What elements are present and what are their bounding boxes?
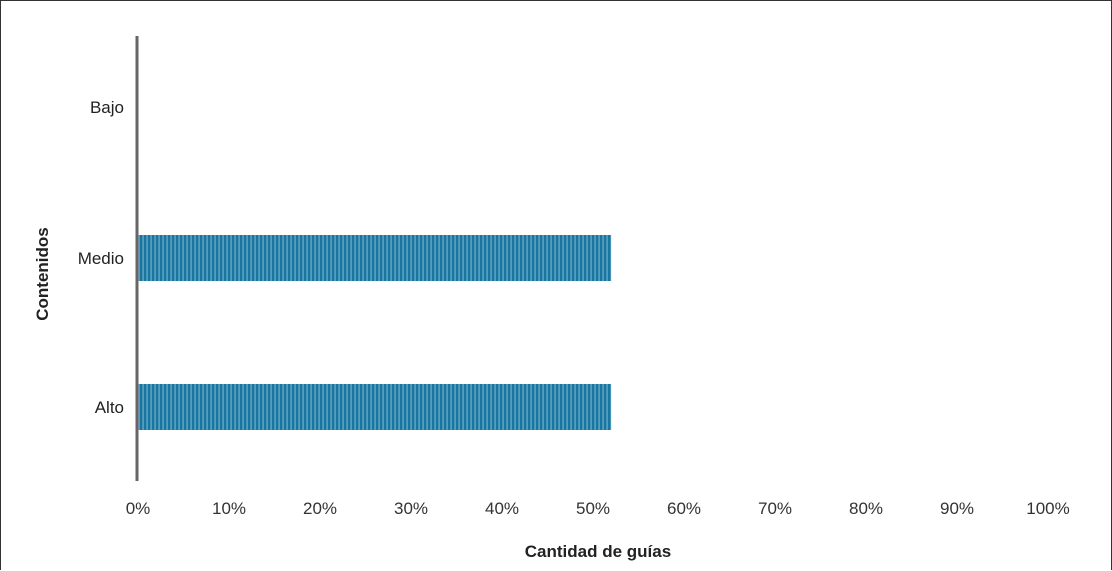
category-label-alto: Alto [95,398,124,417]
x-tick-label: 60% [667,499,701,518]
category-label-bajo: Bajo [90,98,124,117]
bar-medio [138,235,612,281]
y-axis-title: Contenidos [33,227,52,321]
x-tick-label: 70% [758,499,792,518]
x-axis-title: Cantidad de guías [525,542,671,561]
x-tick-label: 80% [849,499,883,518]
x-tick-label: 30% [394,499,428,518]
x-tick-label: 40% [485,499,519,518]
x-tick-label: 50% [576,499,610,518]
bars-group [138,235,612,430]
category-labels: Bajo Medio Alto [78,98,124,417]
x-tick-label: 0% [126,499,151,518]
bar-alto [138,384,612,430]
x-tick-labels: 0% 10% 20% 30% 40% 50% 60% 70% 80% 90% 100% [126,499,1070,518]
x-tick-label: 90% [940,499,974,518]
category-label-medio: Medio [78,249,124,268]
x-tick-label: 100% [1026,499,1069,518]
x-tick-label: 10% [212,499,246,518]
x-tick-label: 20% [303,499,337,518]
